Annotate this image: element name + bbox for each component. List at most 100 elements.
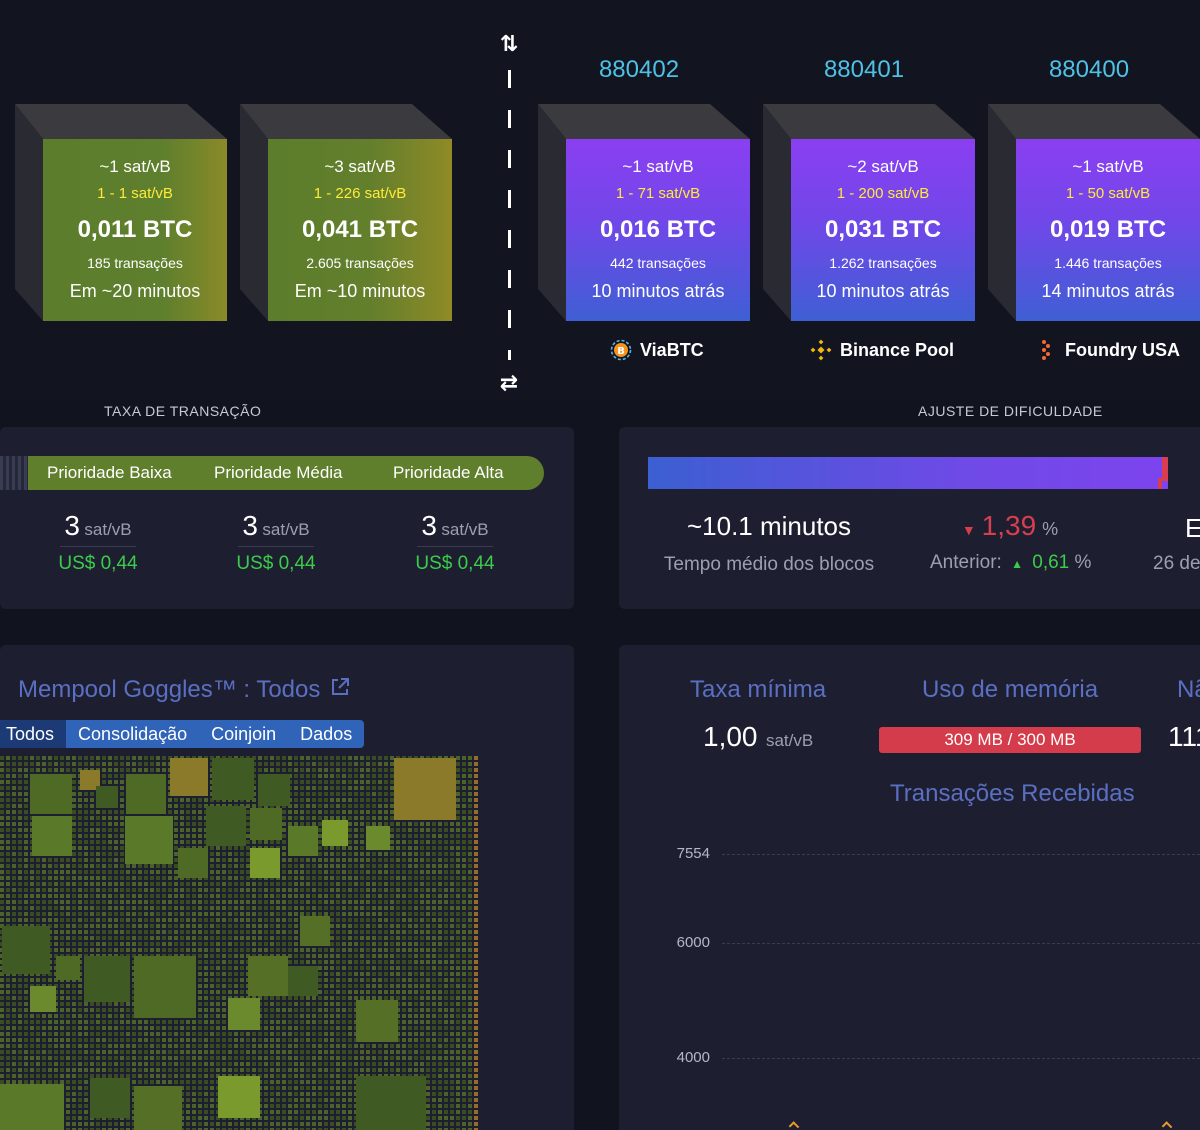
treemap-tx-cell [360,948,364,952]
treemap-tx-cell [354,882,358,886]
treemap-tx-cell [102,810,106,814]
treemap-tx-cell [54,1038,58,1042]
treemap-tx-cell [6,870,10,874]
treemap-tx-cell [312,1116,316,1120]
treemap-tx-cell [384,906,388,910]
treemap-tx-cell [300,798,304,802]
treemap-tx-cell [378,1062,382,1066]
treemap-tx-cell [318,1032,322,1036]
treemap-tx-cell [84,846,88,850]
treemap-tx-cell [210,1050,214,1054]
treemap-tx-cell [276,912,280,916]
treemap-tx-cell [306,798,310,802]
treemap-tx-cell [414,1032,418,1036]
treemap-tx-cell [78,1086,82,1090]
mined-block[interactable]: ~2 sat/vB 1 - 200 sat/vB 0,031 BTC 1.262… [763,104,975,321]
treemap-tx-cell [336,762,340,766]
treemap-tx-cell [36,1014,40,1018]
treemap-tx-cell [102,1032,106,1036]
treemap-tx-cell [456,834,460,838]
treemap-tx-cell [138,1068,142,1072]
tab-todos[interactable]: Todos [0,720,67,748]
treemap-tx-cell [330,1086,334,1090]
treemap-tx-cell [312,870,316,874]
block-height-link[interactable]: 880401 [823,56,905,83]
treemap-tx-cell [330,1056,334,1060]
treemap-tx-cell [414,852,418,856]
treemap-tx-cell [90,846,94,850]
treemap-tx-cell [438,894,442,898]
swap-vertical-icon[interactable]: ⇅ [499,31,519,56]
treemap-tx-cell [348,960,352,964]
swap-horizontal-icon[interactable]: ⇄ [499,370,519,395]
treemap-tx-cell [330,894,334,898]
treemap-tx-cell [288,1104,292,1108]
mining-pool-link[interactable]: Foundry USA [1035,337,1180,363]
treemap-tx-cell [468,1008,472,1012]
tab-coinjoin[interactable]: Coinjoin [199,720,289,748]
tab-dados[interactable]: Dados [288,720,365,748]
mining-pool-link[interactable]: B ViaBTC [610,337,704,363]
treemap-tx-cell [414,966,418,970]
goggles-title-link[interactable]: Mempool Goggles™ : Todos [18,676,350,704]
treemap-tx-cell [438,1056,442,1060]
treemap-tx-cell [12,768,16,772]
treemap-tx-cell [456,954,460,958]
treemap-tx-cell [426,930,430,934]
treemap-tx-cell [324,990,328,994]
treemap-tx-cell [78,804,82,808]
treemap-tx-cell [246,912,250,916]
pending-block[interactable]: ~3 sat/vB 1 - 226 sat/vB 0,041 BTC 2.605… [240,104,452,321]
treemap-tx-cell [300,1026,304,1030]
tab-consolidacao[interactable]: Consolidação [66,720,200,748]
treemap-tx-cell [24,912,28,916]
mined-block[interactable]: ~1 sat/vB 1 - 71 sat/vB 0,016 BTC 442 tr… [538,104,750,321]
treemap-tx-cell [318,996,322,1000]
treemap-tx-cell [318,1068,322,1072]
treemap-tx-cell [246,1062,250,1066]
treemap-tx-cell [102,948,106,952]
treemap-tx-cell [72,768,76,772]
block-height-link[interactable]: 880402 [598,56,680,83]
treemap-tx-cell [324,1014,328,1018]
treemap-tx-cell [294,930,298,934]
treemap-tx-cell [444,1086,448,1090]
treemap-tx-cell [144,864,148,868]
treemap-tx-cell [180,828,184,832]
pending-block[interactable]: ~1 sat/vB 1 - 1 sat/vB 0,011 BTC 185 tra… [15,104,227,321]
treemap-tx-cell [378,900,382,904]
treemap-tx-cell [18,804,22,808]
treemap-tx-cell [402,882,406,886]
treemap-tx-cell [186,1056,190,1060]
treemap-tx-cell [42,1050,46,1054]
treemap-tx-cell [408,1062,412,1066]
treemap-tx-cell [312,816,316,820]
treemap-tx-cell [336,774,340,778]
treemap-tx-cell [192,1032,196,1036]
mining-pool-link[interactable]: Binance Pool [810,337,954,363]
treemap-tx-cell [330,1068,334,1072]
treemap-tx-cell [222,852,226,856]
treemap-tx-cell [150,882,154,886]
treemap-tx-cell [324,816,328,820]
block-height-link[interactable]: 880400 [1048,56,1130,83]
treemap-tx-cell [432,846,436,850]
treemap-tx-cell [78,1092,82,1096]
mempool-treemap[interactable] [0,756,480,1130]
treemap-tx-cell [246,882,250,886]
treemap-tx-cell [384,954,388,958]
mined-block[interactable]: ~1 sat/vB 1 - 50 sat/vB 0,019 BTC 1.446 … [988,104,1200,321]
treemap-tx-cell [120,900,124,904]
treemap-tx-cell [36,1044,40,1048]
treemap-tx-cell [90,1050,94,1054]
treemap-tx-cell [342,762,346,766]
treemap-tx-cell [288,948,292,952]
treemap-tx-cell [228,978,232,982]
treemap-tx-cell [438,828,442,832]
treemap-tx-cell [420,1038,424,1042]
treemap-tx-cell [348,804,352,808]
treemap-tx-cell [72,846,76,850]
treemap-tx-cell [270,948,274,952]
treemap-tx-cell [330,906,334,910]
treemap-tx-cell [246,822,250,826]
